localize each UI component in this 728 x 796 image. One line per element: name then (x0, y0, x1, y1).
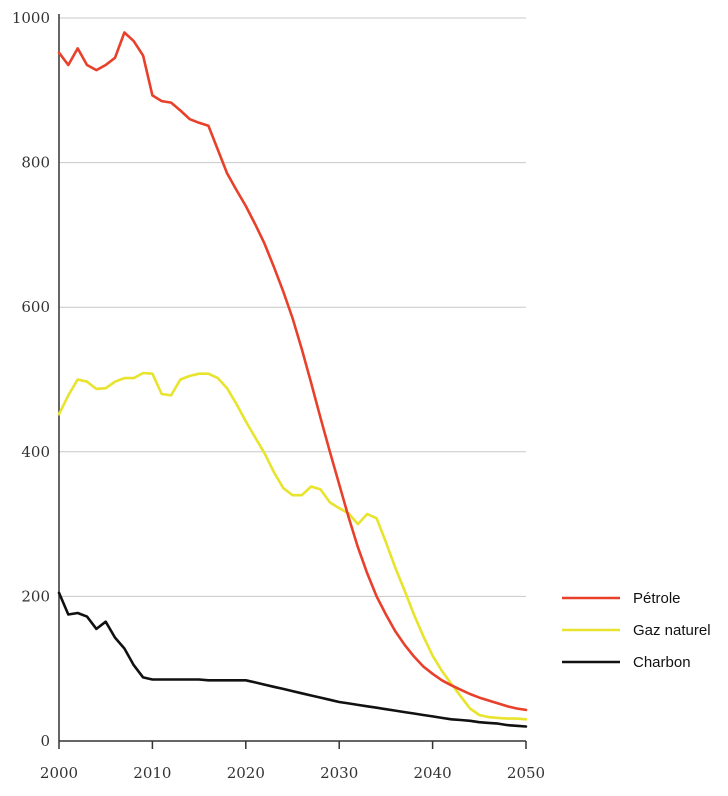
legend-label-charbon: Charbon (633, 654, 691, 671)
series-lines (57, 31, 528, 728)
series-line-gaz-naturel (57, 371, 528, 721)
x-tick-labels: 2000 2010 2020 2030 2040 2050 (40, 741, 545, 782)
gridlines (59, 17, 526, 597)
legend-label-gaz-naturel: Gaz naturel (633, 622, 711, 639)
y-tick-label: 1000 (12, 9, 50, 27)
y-tick-labels: 0 200 400 600 800 1000 (12, 9, 50, 750)
x-tick-label: 2020 (227, 764, 265, 782)
legend: Pétrole Gaz naturel Charbon (562, 590, 711, 671)
y-tick-label: 200 (21, 587, 50, 605)
legend-item-petrole: Pétrole (562, 590, 681, 607)
x-tick-label: 2040 (414, 764, 452, 782)
y-tick-label: 400 (21, 443, 50, 461)
axes (58, 14, 526, 742)
series-line-charbon (57, 591, 528, 728)
x-tick-label: 2050 (507, 764, 545, 782)
legend-label-petrole: Pétrole (633, 590, 681, 607)
series-line-petrole (57, 31, 528, 712)
y-tick-label: 800 (21, 154, 50, 172)
legend-item-gaz-naturel: Gaz naturel (562, 622, 711, 639)
x-tick-label: 2030 (320, 764, 358, 782)
x-tick-label: 2000 (40, 764, 78, 782)
legend-item-charbon: Charbon (562, 654, 691, 671)
x-tick-label: 2010 (133, 764, 171, 782)
y-tick-label: 0 (40, 732, 50, 750)
y-tick-label: 600 (21, 298, 50, 316)
